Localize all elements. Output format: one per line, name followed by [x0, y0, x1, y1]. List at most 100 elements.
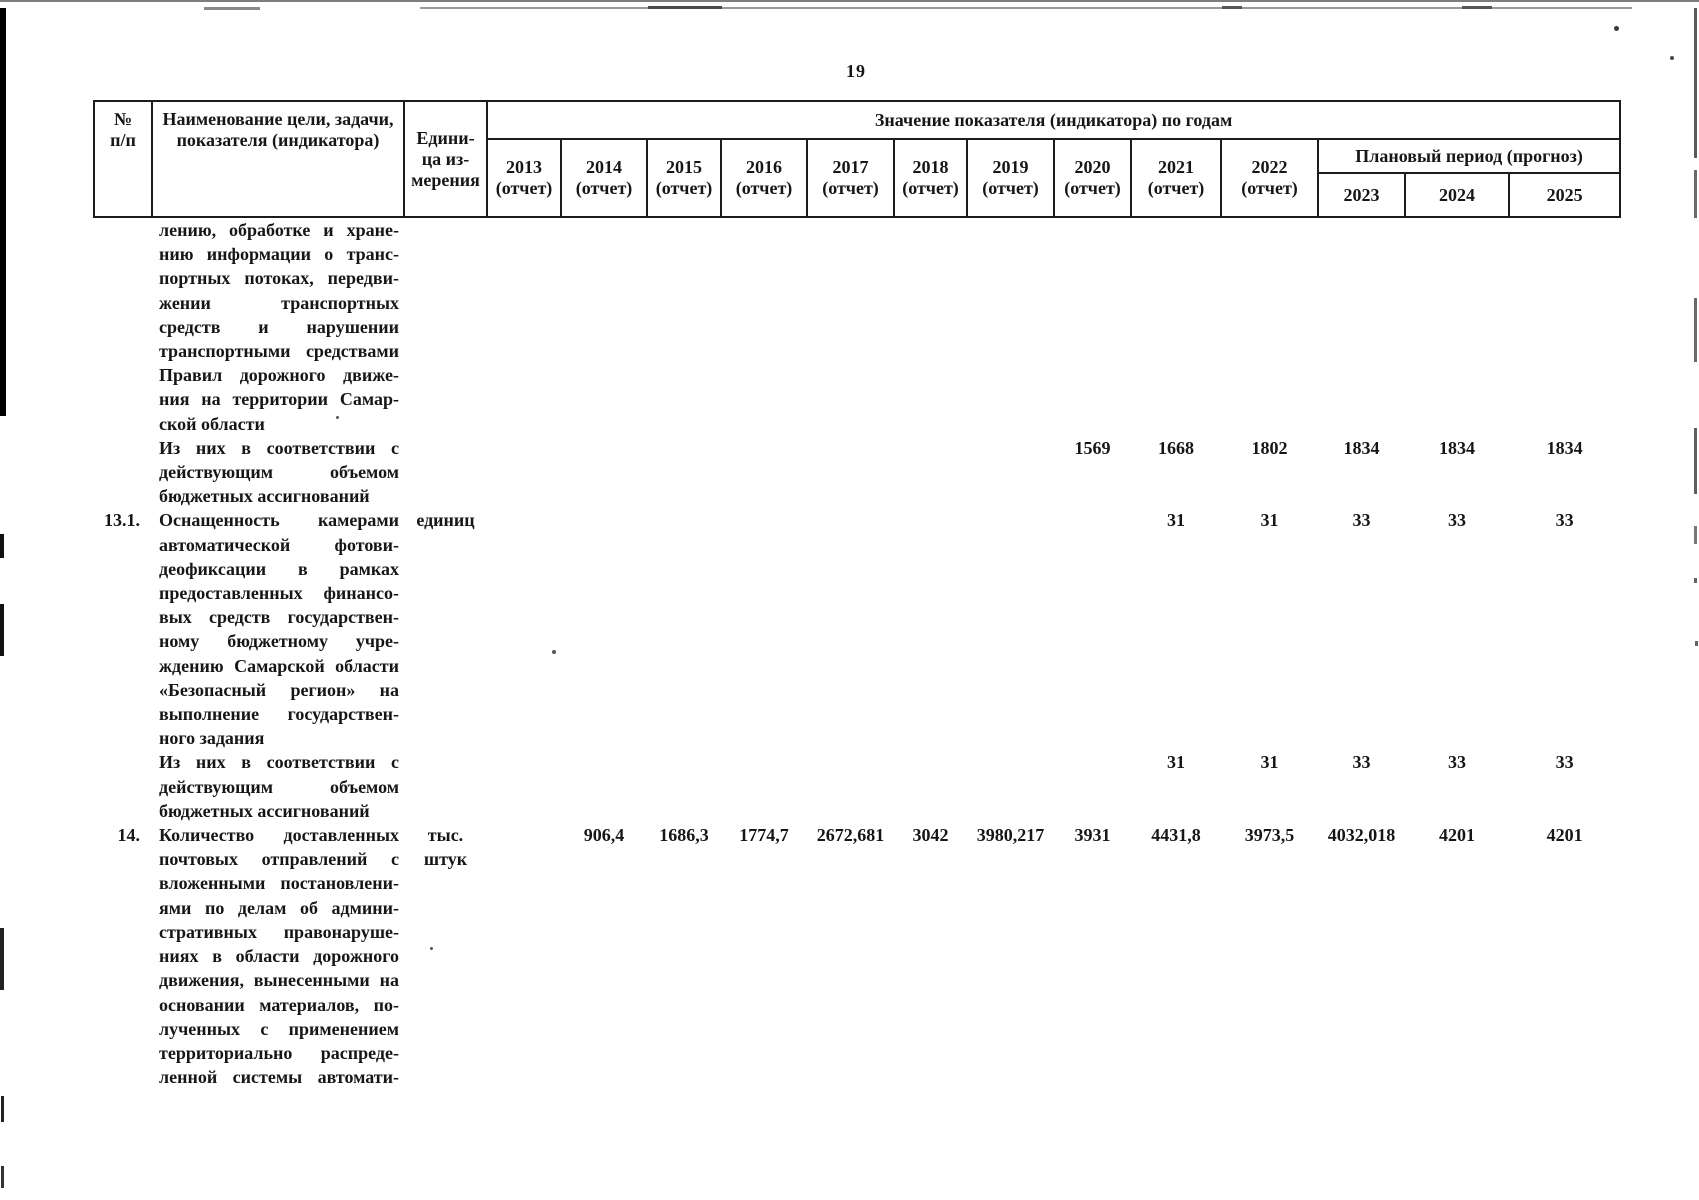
value-cell: 31 — [1260, 510, 1279, 531]
indicator-name-line: вых средств государствен- — [159, 607, 399, 628]
row-number — [94, 217, 152, 436]
scan-artifact — [0, 534, 4, 558]
indicator-name-line: лению, обработке и хране- — [159, 220, 399, 240]
value-cell — [647, 750, 721, 823]
indicator-name: Из них в соответствии с действующим объе… — [152, 436, 404, 509]
scan-artifact — [1222, 6, 1242, 9]
value-cell — [721, 217, 807, 436]
scan-artifact — [1694, 428, 1697, 494]
indicator-name-line: автоматической фотови- — [159, 534, 399, 555]
value-cell: 3973,5 — [1244, 825, 1295, 846]
indicator-name-line: нию информации о транс- — [159, 244, 399, 265]
value-cell — [894, 750, 967, 823]
value-cell — [1054, 217, 1131, 436]
value-cell: 31 — [1167, 752, 1185, 773]
indicator-name-line: транспортными средствами — [159, 341, 399, 362]
value-cell: 1686,3 — [659, 825, 709, 846]
value-cell — [647, 508, 721, 750]
scan-artifact — [0, 8, 6, 416]
unit-cell — [404, 750, 487, 823]
indicator-name-line: движения, вынесенными на — [159, 970, 399, 991]
indicator-name-line: стративных правонаруше- — [159, 921, 399, 942]
unit-cell: тыс. штук — [423, 825, 468, 870]
value-cell — [807, 508, 894, 750]
value-cell — [561, 217, 647, 436]
row-number: 13.1. — [104, 510, 140, 531]
value-cell — [721, 508, 807, 750]
value-cell: 33 — [1448, 752, 1466, 773]
value-cell: 3980,217 — [976, 825, 1045, 846]
indicator-name: лению, обработке и хране- нию информации… — [152, 217, 404, 436]
scan-artifact — [420, 7, 1632, 9]
scan-artifact — [1670, 56, 1674, 60]
header-cell-year-2022: 2022 (отчет) — [1220, 138, 1319, 218]
indicator-name-line: Количество доставленных — [159, 825, 399, 846]
value-cell — [894, 217, 967, 436]
value-cell — [647, 436, 721, 509]
indicator-name-line: предоставленных финансо- — [159, 583, 399, 604]
page-number: 19 — [846, 61, 866, 81]
value-cell — [807, 436, 894, 509]
indicator-name-line: Из них в соответствии с — [159, 752, 399, 773]
indicator-name-line: ния на территории Самар- — [159, 389, 399, 410]
table-row: 14. Количество доставленных почтовых отп… — [94, 823, 1620, 1089]
unit-cell: единиц — [416, 510, 475, 531]
unit-cell — [404, 217, 487, 436]
value-cell — [487, 436, 561, 509]
value-cell: 1774,7 — [739, 825, 789, 846]
value-cell — [487, 508, 561, 750]
header-cell-year-2025: 2025 — [1507, 172, 1622, 218]
scan-artifact — [0, 0, 1699, 2]
value-cell: 31 — [1260, 752, 1279, 773]
table-row: 13.1. Оснащенность камерами автоматическ… — [94, 508, 1620, 750]
header-cell-year-2019: 2019 (отчет) — [966, 138, 1055, 218]
scan-artifact — [1, 1166, 4, 1188]
indicator-name-line: ями по делам об админи- — [159, 897, 399, 918]
value-cell — [647, 217, 721, 436]
scan-artifact — [1694, 298, 1697, 362]
value-cell: 1569 — [1074, 437, 1111, 458]
scan-artifact — [204, 7, 260, 10]
value-cell: 33 — [1555, 752, 1574, 773]
row-number — [94, 436, 152, 509]
row-number: 14. — [117, 825, 141, 846]
value-cell: 1834 — [1439, 437, 1475, 458]
value-cell — [487, 750, 561, 823]
indicator-name-line: лученных с применением — [159, 1018, 399, 1039]
value-cell: 906,4 — [583, 825, 625, 846]
unit-cell — [404, 436, 487, 509]
value-cell: 1834 — [1343, 437, 1380, 458]
header-cell-planned-period: Плановый период (прогноз) — [1316, 138, 1622, 174]
value-cell — [561, 436, 647, 509]
header-cell-year-2024: 2024 — [1404, 172, 1510, 218]
indicator-name-line: ждению Самарской области — [159, 655, 399, 676]
value-cell: 33 — [1352, 752, 1371, 773]
header-cell-year-2018: 2018 (отчет) — [893, 138, 968, 218]
scan-artifact — [1, 1096, 4, 1122]
value-cell — [807, 750, 894, 823]
value-cell: 4032,018 — [1327, 825, 1396, 846]
indicator-name: Оснащенность камерами автоматической фот… — [152, 508, 404, 750]
scan-artifact — [1695, 641, 1698, 646]
indicator-name-line: действующим объемом — [159, 776, 399, 797]
value-cell — [487, 217, 561, 436]
header-cell-year-2021: 2021 (отчет) — [1130, 138, 1222, 218]
scan-artifact — [1614, 26, 1619, 31]
indicator-name-line: бюджетных ассигнований — [159, 800, 370, 821]
header-cell-year-2014: 2014 (отчет) — [560, 138, 648, 218]
value-cell: 4201 — [1546, 825, 1583, 846]
value-cell — [894, 436, 967, 509]
value-cell — [1405, 217, 1509, 436]
indicator-name-line: ленной системы автомати- — [159, 1067, 399, 1088]
row-number — [94, 750, 152, 823]
value-cell: 2672,681 — [816, 825, 885, 846]
indicator-name-line: средств и нарушении — [159, 316, 399, 337]
indicator-name-line: бюджетных ассигнований — [159, 486, 370, 507]
header-cell-year-2016: 2016 (отчет) — [720, 138, 808, 218]
value-cell — [561, 750, 647, 823]
value-cell — [967, 217, 1054, 436]
scan-artifact — [1462, 6, 1492, 9]
indicator-name-line: ному бюджетному учре- — [159, 631, 399, 652]
value-cell: 4201 — [1439, 825, 1475, 846]
